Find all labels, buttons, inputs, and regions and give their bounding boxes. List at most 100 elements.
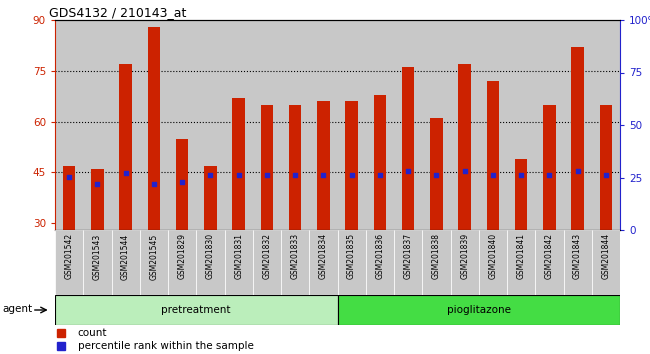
Text: GSM201837: GSM201837 bbox=[404, 233, 413, 279]
Text: GDS4132 / 210143_at: GDS4132 / 210143_at bbox=[49, 6, 187, 19]
Text: agent: agent bbox=[3, 303, 33, 314]
Point bbox=[92, 181, 103, 187]
Bar bbox=[402, 67, 415, 325]
Text: GSM201842: GSM201842 bbox=[545, 233, 554, 279]
Point bbox=[403, 169, 413, 174]
Bar bbox=[422, 20, 450, 230]
Point bbox=[205, 172, 216, 178]
Text: GSM201841: GSM201841 bbox=[517, 233, 526, 279]
Bar bbox=[140, 20, 168, 230]
Point bbox=[431, 172, 441, 178]
Text: GSM201836: GSM201836 bbox=[376, 233, 384, 279]
Bar bbox=[55, 295, 337, 325]
Point bbox=[177, 179, 187, 184]
Text: GSM201544: GSM201544 bbox=[121, 233, 130, 280]
Bar bbox=[337, 230, 366, 295]
Bar bbox=[422, 230, 450, 295]
Point bbox=[318, 172, 328, 178]
Point bbox=[573, 169, 583, 174]
Text: GSM201835: GSM201835 bbox=[347, 233, 356, 279]
Text: GSM201839: GSM201839 bbox=[460, 233, 469, 279]
Bar bbox=[317, 101, 330, 325]
Bar bbox=[289, 105, 302, 325]
Text: count: count bbox=[77, 328, 107, 338]
Point bbox=[233, 172, 244, 178]
Point bbox=[149, 181, 159, 187]
Bar bbox=[564, 20, 592, 230]
Text: percentile rank within the sample: percentile rank within the sample bbox=[77, 341, 254, 351]
Text: GSM201831: GSM201831 bbox=[234, 233, 243, 279]
Bar bbox=[224, 20, 253, 230]
Text: GSM201833: GSM201833 bbox=[291, 233, 300, 279]
Point bbox=[460, 169, 470, 174]
Bar bbox=[479, 20, 507, 230]
Bar bbox=[55, 20, 83, 230]
Point bbox=[488, 172, 498, 178]
Bar bbox=[599, 105, 612, 325]
Text: GSM201834: GSM201834 bbox=[319, 233, 328, 279]
Bar bbox=[309, 230, 337, 295]
Bar bbox=[309, 20, 337, 230]
Bar bbox=[232, 98, 245, 325]
Bar bbox=[176, 138, 188, 325]
Text: GSM201829: GSM201829 bbox=[177, 233, 187, 279]
Bar bbox=[486, 81, 499, 325]
Bar bbox=[337, 295, 620, 325]
Bar bbox=[63, 166, 75, 325]
Bar bbox=[140, 230, 168, 295]
Bar bbox=[450, 230, 479, 295]
Bar bbox=[450, 20, 479, 230]
Bar bbox=[55, 230, 83, 295]
Bar bbox=[515, 159, 528, 325]
Point bbox=[374, 172, 385, 178]
Text: GSM201545: GSM201545 bbox=[150, 233, 159, 280]
Bar bbox=[112, 230, 140, 295]
Bar bbox=[281, 20, 309, 230]
Bar bbox=[374, 95, 386, 325]
Bar bbox=[507, 20, 535, 230]
Bar bbox=[224, 230, 253, 295]
Bar bbox=[458, 64, 471, 325]
Text: GSM201840: GSM201840 bbox=[488, 233, 497, 279]
Text: GSM201838: GSM201838 bbox=[432, 233, 441, 279]
Text: GSM201830: GSM201830 bbox=[206, 233, 215, 279]
Bar bbox=[507, 230, 535, 295]
Bar bbox=[119, 64, 132, 325]
Bar bbox=[430, 118, 443, 325]
Bar bbox=[394, 230, 422, 295]
Text: GSM201843: GSM201843 bbox=[573, 233, 582, 279]
Bar bbox=[204, 166, 216, 325]
Bar bbox=[281, 230, 309, 295]
Bar bbox=[535, 230, 564, 295]
Bar bbox=[543, 105, 556, 325]
Bar bbox=[571, 47, 584, 325]
Point bbox=[120, 171, 131, 176]
Bar bbox=[564, 230, 592, 295]
Bar bbox=[196, 230, 224, 295]
Point bbox=[290, 172, 300, 178]
Point bbox=[601, 172, 611, 178]
Point bbox=[262, 172, 272, 178]
Bar bbox=[112, 20, 140, 230]
Bar bbox=[366, 20, 394, 230]
Text: GSM201542: GSM201542 bbox=[64, 233, 73, 279]
Text: GSM201832: GSM201832 bbox=[263, 233, 272, 279]
Bar bbox=[253, 20, 281, 230]
Bar bbox=[168, 230, 196, 295]
Bar bbox=[366, 230, 394, 295]
Bar bbox=[592, 20, 620, 230]
Bar bbox=[261, 105, 273, 325]
Text: GSM201844: GSM201844 bbox=[601, 233, 610, 279]
Bar bbox=[168, 20, 196, 230]
Bar bbox=[91, 169, 104, 325]
Text: pretreatment: pretreatment bbox=[161, 305, 231, 315]
Point bbox=[516, 172, 526, 178]
Bar bbox=[345, 101, 358, 325]
Bar bbox=[479, 230, 507, 295]
Text: pioglitazone: pioglitazone bbox=[447, 305, 511, 315]
Bar bbox=[592, 230, 620, 295]
Bar bbox=[83, 230, 112, 295]
Bar bbox=[253, 230, 281, 295]
Bar bbox=[196, 20, 224, 230]
Point bbox=[64, 175, 74, 180]
